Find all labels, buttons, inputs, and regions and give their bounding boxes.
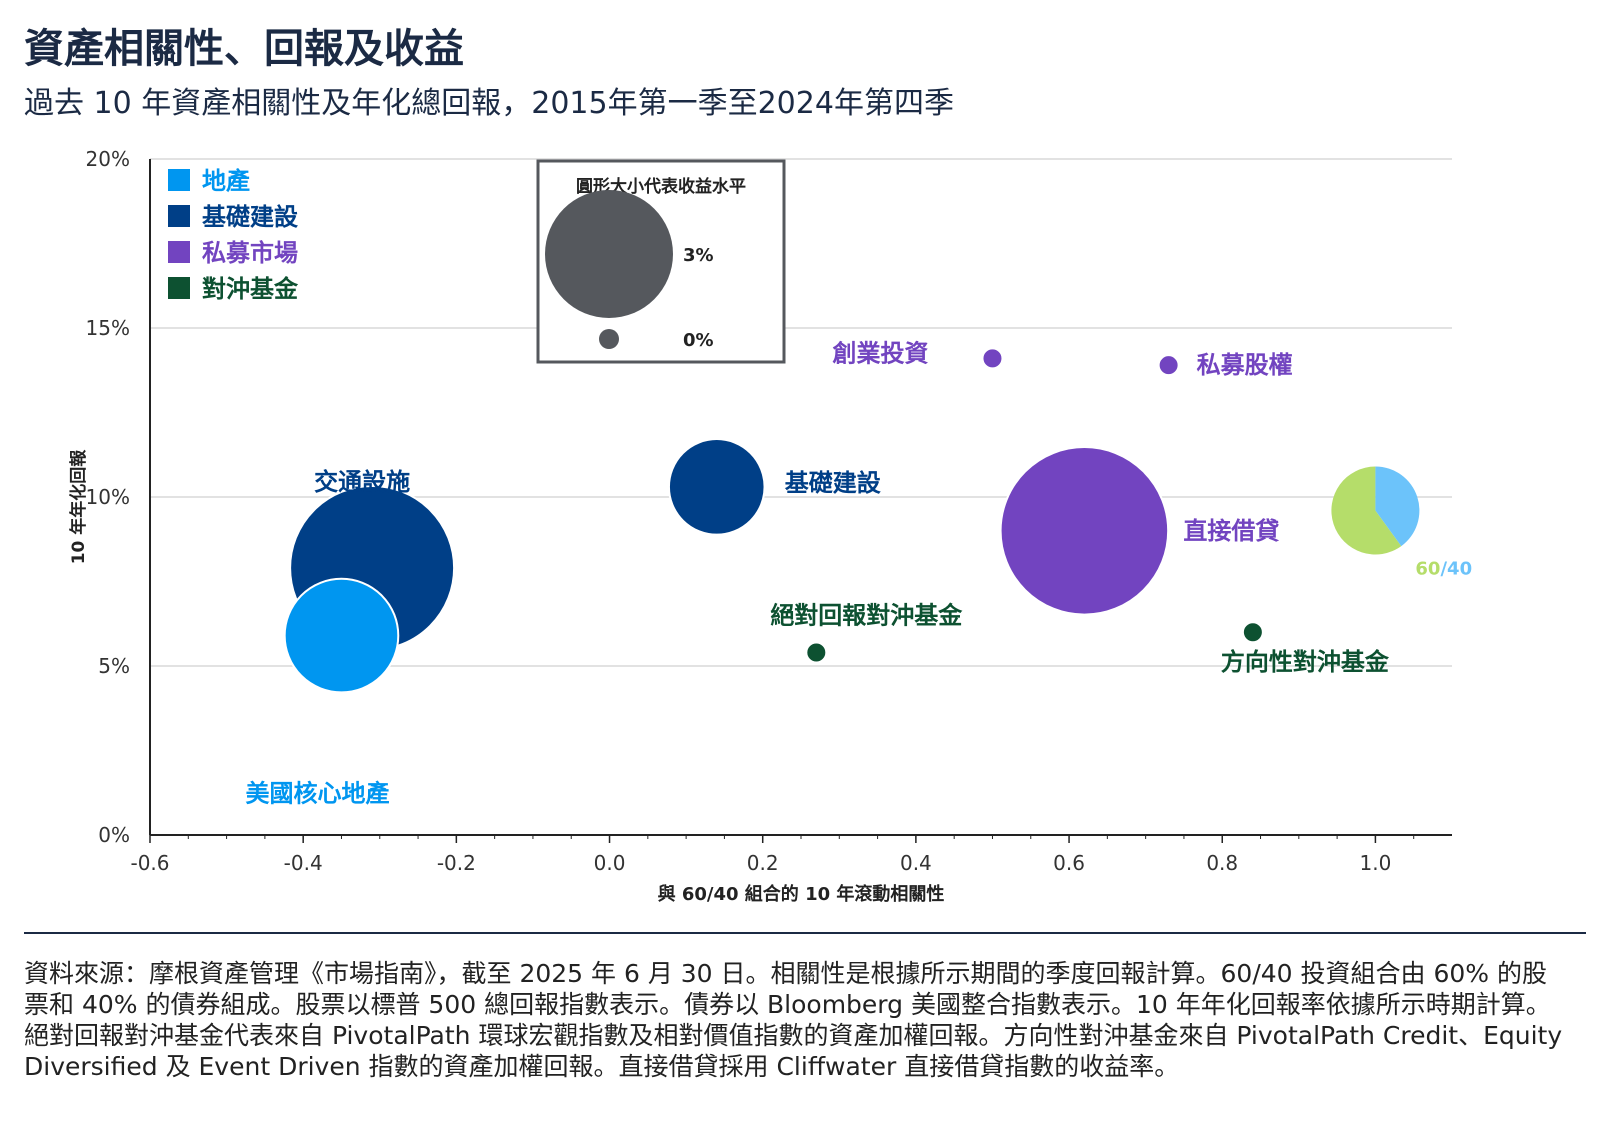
size-legend-bubble [599,329,619,349]
page-subtitle: 過去 10 年資產相關性及年化總回報，2015年第一季至2024年第四季 [24,86,954,121]
bubble-label: 直接借貸 [1183,517,1279,545]
bubble-point [999,446,1170,616]
legend-swatch [168,241,190,263]
bubble-point [981,347,1004,370]
x-tick-label: 0.8 [1206,851,1238,875]
bubble-label: 創業投資 [832,339,928,367]
x-tick-label: -0.4 [284,851,323,875]
size-legend-bubble [545,190,673,318]
x-tick-label: 0.0 [594,851,626,875]
bubble-point [1241,621,1264,644]
legend-label: 私募市場 [202,239,298,267]
footnote-divider [24,932,1586,934]
x-tick-label: -0.2 [437,851,476,875]
legend-swatch [168,277,190,299]
bubble-point [1157,354,1180,377]
bubble-label: 基礎建設 [785,469,882,497]
x-axis-title: 與 60/40 組合的 10 年滾動相關性 [658,883,945,905]
x-tick-label: 0.2 [747,851,779,875]
bubble-point [283,577,400,694]
y-tick-label: 5% [98,654,130,678]
y-axis-title: 10 年年化回報 [68,449,89,565]
x-tick-label: 0.6 [1053,851,1085,875]
size-legend-label: 0% [683,330,714,351]
x-tick-label: 0.4 [900,851,932,875]
x-tick-label: 1.0 [1360,851,1392,875]
legend-label: 地產 [202,167,250,195]
pie-label: 60/40 [1415,559,1472,580]
legend-label: 基礎建設 [202,203,299,231]
bubble-point [805,641,828,664]
y-tick-label: 20% [86,147,130,171]
y-tick-label: 0% [98,823,130,847]
y-tick-label: 15% [86,316,130,340]
bubble-label: 私募股權 [1197,351,1293,379]
bubble-label: 美國核心地產 [245,780,389,808]
pie-slice [1331,466,1402,555]
size-legend-label: 3% [683,245,714,266]
bubble-label: 方向性對沖基金 [1221,648,1390,676]
legend-label: 對沖基金 [202,275,299,303]
page-title: 資產相關性、回報及收益 [24,26,464,72]
bubble-chart: 0% 5% 10% 15% 20% -0.6 -0.4 -0.2 0.0 0.2 0.4 0.6 0.8… [68,147,1472,905]
legend-swatch [168,205,190,227]
x-tick-label: -0.6 [130,851,169,875]
bubble-label: 絕對回報對沖基金 [770,601,963,629]
source-footnote: 資料來源：摩根資產管理《市場指南》，截至 2025 年 6 月 30 日。相關性… [24,959,1563,1081]
bubble-label: 交通設施 [314,468,410,496]
legend-swatch [168,169,190,191]
pie-slice [1375,466,1420,547]
bubble-point [667,438,766,536]
y-tick-label: 10% [86,485,130,509]
